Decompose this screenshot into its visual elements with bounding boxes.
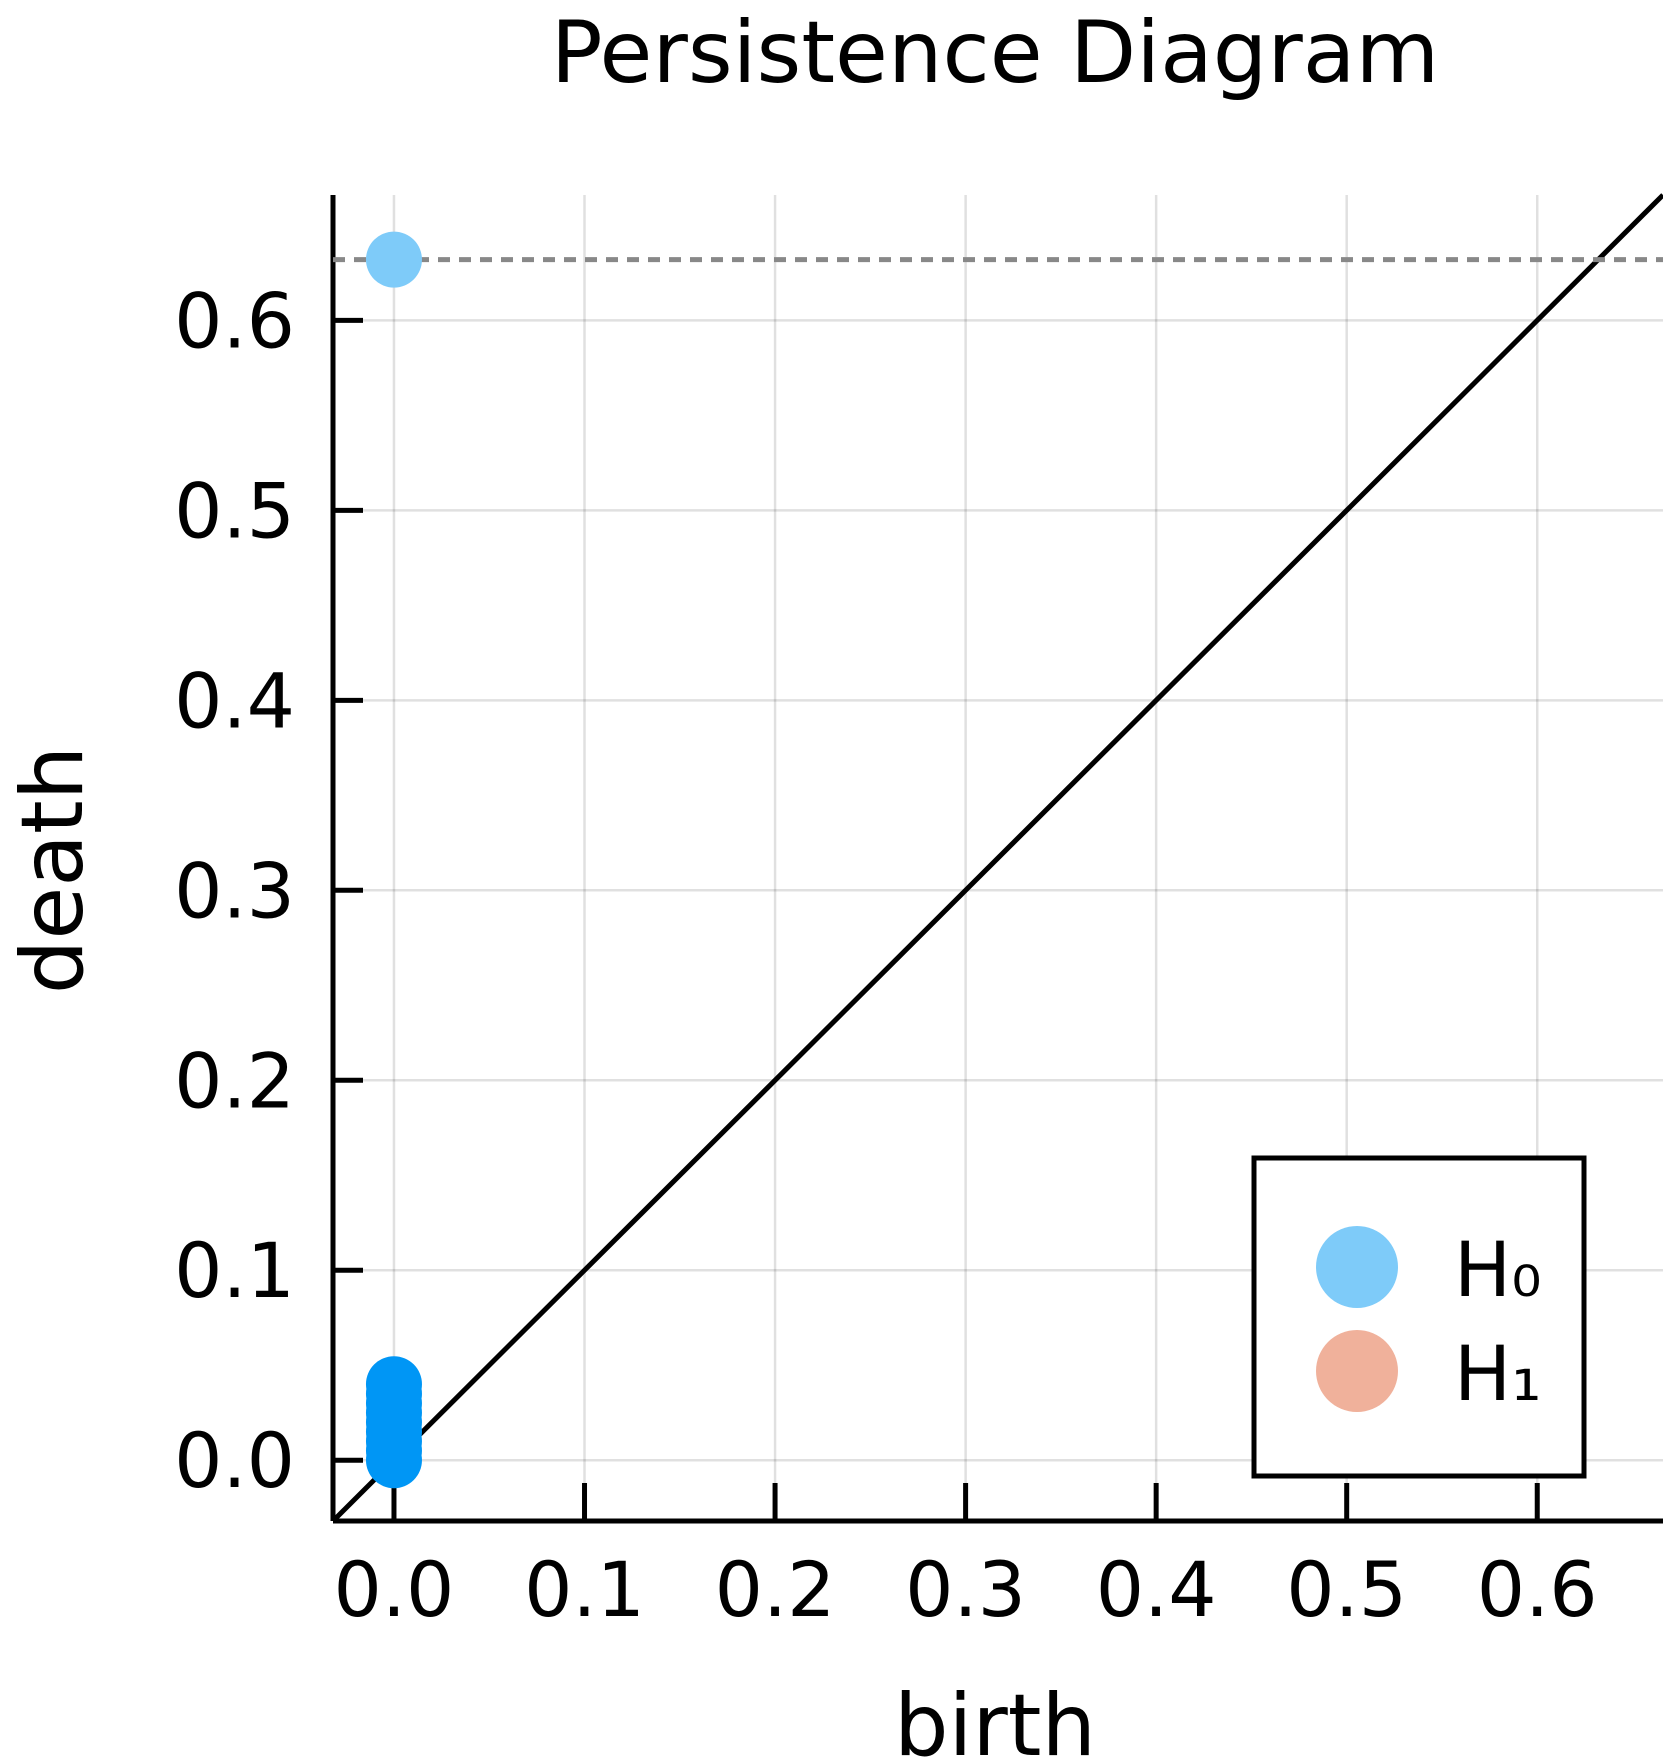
legend-box (1251, 1155, 1587, 1479)
x-tick-label: 0.3 (905, 1545, 1026, 1634)
y-tick-label: 0.0 (174, 1416, 295, 1505)
y-tick-label: 0.6 (174, 276, 295, 365)
infinite-data-point (365, 231, 422, 288)
x-tick-label: 0.0 (334, 1545, 455, 1634)
y-tick-label: 0.1 (174, 1226, 295, 1315)
x-tick-label: 0.1 (524, 1545, 645, 1634)
x-axis-ticks: 0.0 0.1 0.2 0.3 0.4 0.5 0.6 (334, 1483, 1598, 1634)
y-tick-label: 0.5 (174, 466, 295, 555)
legend-label: H₀ (1454, 1225, 1542, 1314)
plot-marks (331, 193, 1663, 1523)
axes (330, 195, 1663, 1524)
y-tick-label: 0.2 (174, 1036, 295, 1125)
x-tick-label: 0.5 (1286, 1545, 1407, 1634)
y-tick-label: 0.4 (174, 656, 295, 745)
x-tick-label: 0.4 (1096, 1545, 1217, 1634)
y-tick-label: 0.3 (174, 846, 295, 935)
y-axis-ticks: 0.0 0.1 0.2 0.3 0.4 0.5 0.6 (174, 276, 363, 1505)
x-tick-label: 0.6 (1477, 1545, 1598, 1634)
legend: H₀ H₁ (1251, 1155, 1587, 1479)
x-tick-label: 0.2 (715, 1545, 836, 1634)
grid (333, 195, 1663, 1521)
legend-label: H₁ (1454, 1329, 1542, 1418)
y-axis-label: death (3, 746, 103, 994)
diagonal-line (331, 193, 1663, 1523)
x-axis-label: birth (894, 1676, 1096, 1764)
legend-marker (1316, 1226, 1398, 1308)
legend-marker (1316, 1330, 1398, 1412)
chart-title: Persistence Diagram (551, 3, 1439, 103)
data-point (365, 1356, 422, 1413)
